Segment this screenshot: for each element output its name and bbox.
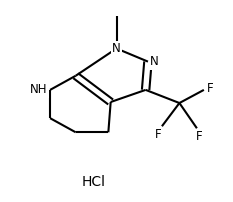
Text: F: F	[207, 82, 214, 95]
Text: N: N	[150, 55, 159, 68]
Text: HCl: HCl	[81, 175, 105, 189]
Text: NH: NH	[30, 83, 48, 96]
Text: N: N	[112, 42, 121, 55]
Text: F: F	[196, 130, 202, 143]
Text: F: F	[155, 128, 162, 141]
